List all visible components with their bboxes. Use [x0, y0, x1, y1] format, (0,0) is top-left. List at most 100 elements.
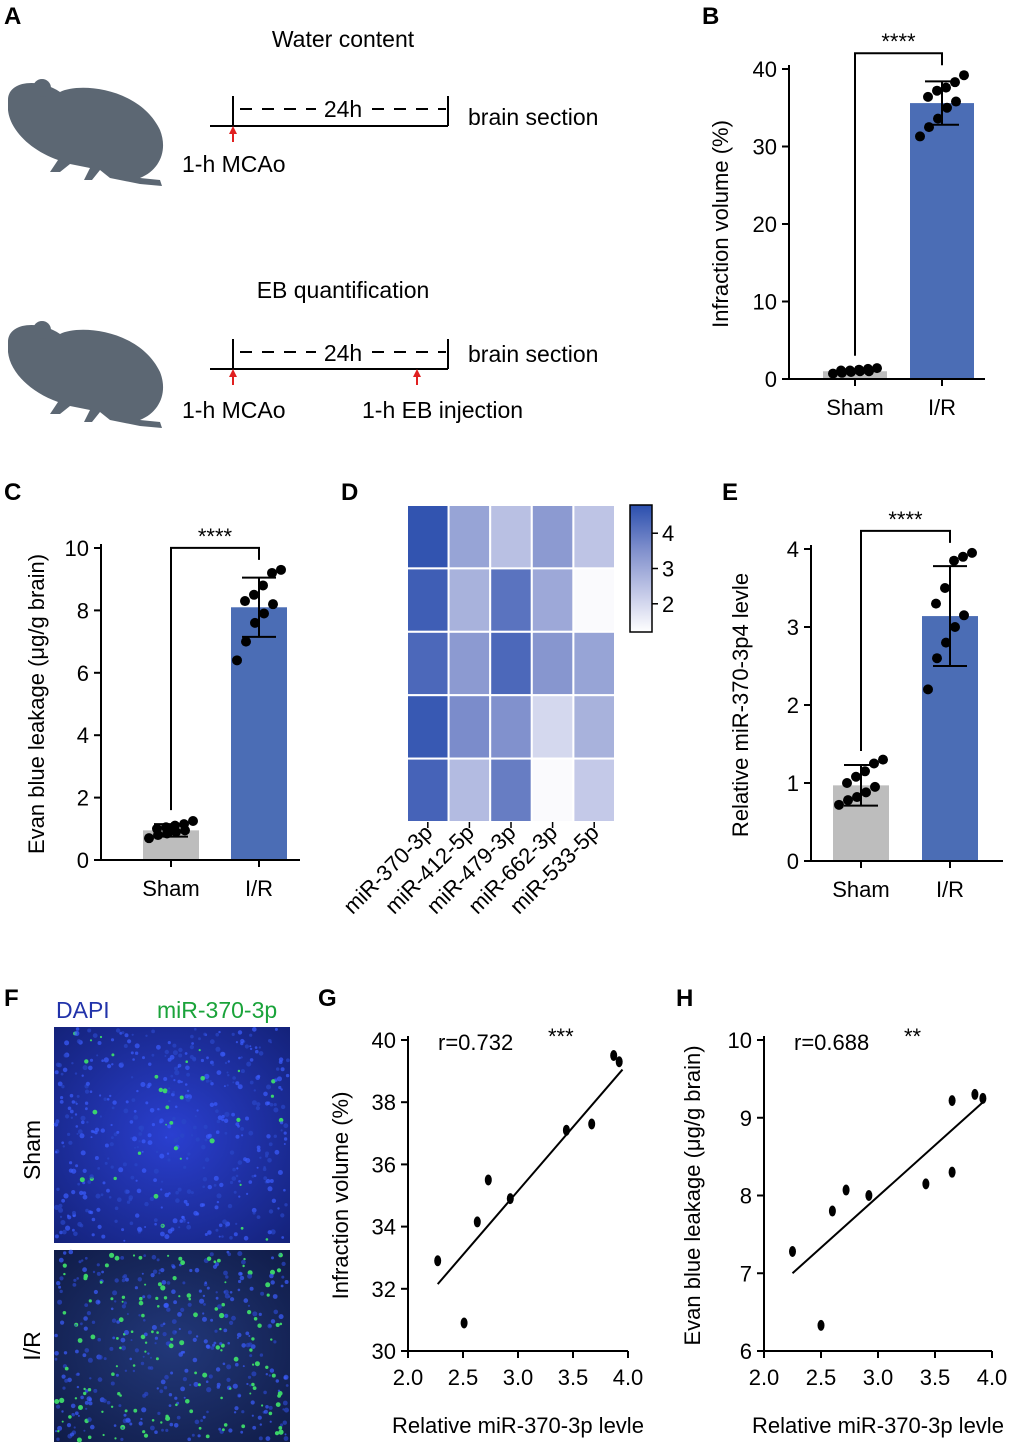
dapi-nucleus-speck	[231, 1112, 236, 1117]
dapi-nucleus-speck	[239, 1272, 243, 1276]
dapi-nucleus-speck	[82, 1191, 87, 1195]
dapi-nucleus-speck	[79, 1223, 84, 1228]
dapi-nucleus-speck	[285, 1384, 289, 1387]
data-point	[959, 70, 969, 81]
dapi-nucleus-speck	[58, 1207, 64, 1213]
dapi-nucleus-speck	[76, 1094, 80, 1098]
dapi-nucleus-speck	[85, 1208, 89, 1213]
mir-signal-speck	[117, 1392, 121, 1396]
dapi-nucleus-speck	[202, 1185, 205, 1189]
dapi-nucleus-speck	[283, 1143, 286, 1145]
dapi-nucleus-speck	[281, 1236, 285, 1239]
dapi-nucleus-speck	[87, 1417, 92, 1422]
data-point	[950, 622, 960, 632]
dapi-nucleus-speck	[161, 1180, 164, 1183]
y-tick-label: 0	[765, 367, 777, 392]
dapi-nucleus-speck	[235, 1222, 238, 1225]
dapi-nucleus-speck	[134, 1348, 139, 1353]
dapi-nucleus-speck	[168, 1099, 171, 1103]
mir-signal-speck	[144, 1350, 147, 1353]
dapi-nucleus-speck	[258, 1312, 262, 1316]
dapi-nucleus-speck	[82, 1168, 87, 1173]
dapi-nucleus-speck	[130, 1051, 134, 1055]
dapi-nucleus-speck	[79, 1133, 85, 1139]
data-point	[460, 1317, 468, 1329]
mir-signal-speck	[253, 1317, 258, 1321]
mir-signal-speck	[151, 1330, 154, 1334]
dapi-nucleus-speck	[110, 1038, 115, 1042]
dapi-nucleus-speck	[102, 1398, 107, 1403]
dapi-nucleus-speck	[60, 1220, 66, 1225]
dapi-nucleus-speck	[214, 1329, 218, 1333]
data-point	[267, 567, 277, 578]
dapi-nucleus-speck	[82, 1194, 88, 1200]
dapi-nucleus-speck	[162, 1322, 166, 1326]
mir-signal-speck	[84, 1059, 89, 1064]
data-point	[941, 637, 951, 648]
dapi-nucleus-speck	[175, 1190, 179, 1195]
dapi-nucleus-speck	[88, 1401, 93, 1406]
dapi-nucleus-speck	[218, 1427, 222, 1431]
mir-signal-speck	[83, 1276, 88, 1281]
significance-stars: **	[904, 1024, 922, 1049]
dapi-nucleus-speck	[110, 1381, 115, 1386]
dapi-nucleus-speck	[189, 1268, 193, 1273]
dapi-nucleus-speck	[191, 1433, 195, 1437]
mir-signal-speck	[178, 1256, 183, 1261]
dapi-nucleus-speck	[83, 1429, 86, 1432]
dapi-nucleus-speck	[178, 1327, 181, 1331]
dapi-nucleus-speck	[182, 1281, 186, 1285]
heatmap-cell	[530, 694, 575, 760]
dapi-nucleus-speck	[165, 1428, 169, 1432]
dapi-nucleus-speck	[226, 1377, 231, 1382]
dapi-nucleus-speck	[127, 1039, 132, 1044]
dapi-nucleus-speck	[249, 1286, 254, 1291]
dapi-nucleus-speck	[172, 1330, 177, 1335]
dapi-nucleus-speck	[140, 1129, 143, 1132]
dapi-nucleus-speck	[276, 1067, 280, 1071]
mir-signal-speck	[167, 1254, 170, 1257]
mir-signal-speck	[257, 1323, 262, 1328]
dapi-nucleus-speck	[189, 1045, 194, 1050]
dapi-nucleus-speck	[282, 1400, 288, 1406]
heatmap-cell	[406, 630, 450, 697]
dapi-nucleus-speck	[140, 1361, 145, 1366]
dapi-nucleus-speck	[182, 1377, 187, 1382]
mir-signal-speck	[229, 1387, 232, 1390]
dapi-nucleus-speck	[159, 1389, 164, 1394]
dapi-nucleus-speck	[247, 1304, 251, 1307]
dapi-nucleus-speck	[90, 1136, 93, 1139]
significance-stars: ****	[198, 524, 233, 549]
dapi-nucleus-speck	[274, 1027, 278, 1031]
dapi-nucleus-speck	[280, 1067, 285, 1072]
dapi-nucleus-speck	[164, 1049, 169, 1055]
dapi-nucleus-speck	[281, 1275, 285, 1279]
mir-signal-speck	[165, 1105, 170, 1110]
dapi-nucleus-speck	[96, 1054, 99, 1057]
dapi-nucleus-speck	[278, 1057, 284, 1062]
chart-panel-h: H 6 7 8 9 10 Evan blue leakage (μg/g brain) 2.0…	[676, 985, 1007, 1438]
timeline-title-water: Water content	[272, 26, 415, 52]
dapi-nucleus-speck	[270, 1280, 275, 1285]
dapi-nucleus-speck	[250, 1400, 255, 1405]
dapi-nucleus-speck	[198, 1289, 202, 1293]
dapi-nucleus-speck	[285, 1073, 290, 1078]
colorbar-tick-label: 4	[662, 521, 674, 546]
dapi-nucleus-speck	[63, 1193, 69, 1199]
y-tick-label: 3	[787, 615, 799, 640]
dapi-nucleus-speck	[166, 1152, 170, 1155]
dapi-nucleus-speck	[222, 1362, 226, 1366]
dapi-nucleus-speck	[268, 1374, 271, 1377]
dapi-nucleus-speck	[200, 1058, 204, 1063]
dapi-nucleus-speck	[243, 1298, 249, 1303]
dapi-nucleus-speck	[80, 1322, 83, 1326]
dapi-nucleus-speck	[54, 1333, 58, 1338]
dapi-nucleus-speck	[69, 1161, 73, 1165]
data-point	[932, 85, 942, 96]
significance-bracket	[854, 52, 943, 356]
dapi-nucleus-speck	[277, 1170, 283, 1175]
dapi-nucleus-speck	[115, 1373, 119, 1377]
dapi-nucleus-speck	[278, 1085, 282, 1090]
mir-signal-speck	[132, 1364, 136, 1367]
